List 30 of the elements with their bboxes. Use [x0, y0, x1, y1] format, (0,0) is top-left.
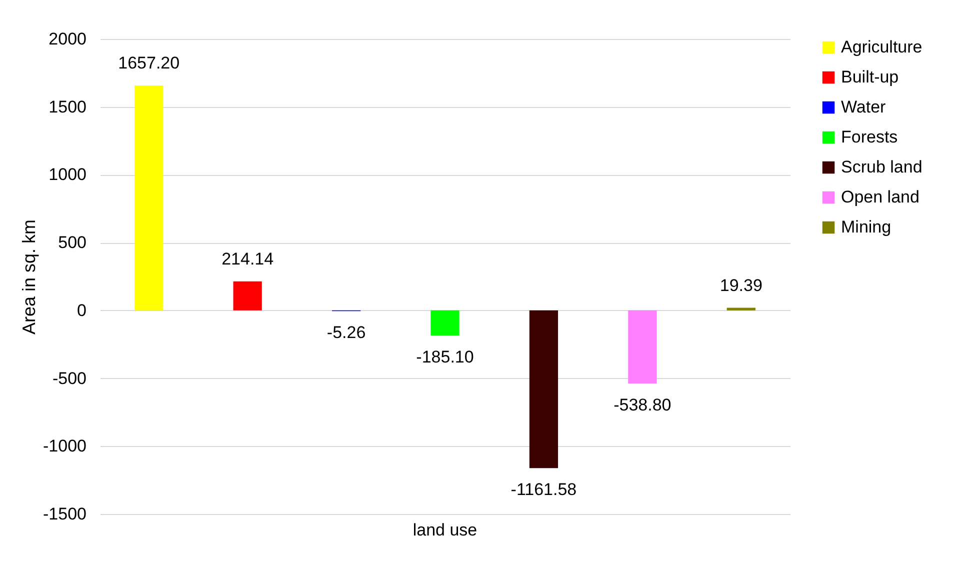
y-tick-label: 1000: [48, 165, 86, 184]
y-tick-label: -1000: [43, 436, 86, 456]
data-label: -1161.58: [510, 480, 577, 500]
bar: [430, 310, 460, 336]
legend-label: Agriculture: [841, 38, 922, 56]
legend-label: Scrub land: [841, 158, 922, 176]
data-label: -185.10: [416, 348, 474, 367]
legend-label: Open land: [841, 188, 920, 206]
bar: [726, 308, 756, 310]
y-axis-title: Area in sq. km: [19, 219, 40, 335]
y-tick-label: 500: [58, 233, 86, 252]
y-tick-label: 2000: [48, 30, 86, 48]
data-label: -538.80: [614, 396, 672, 415]
bar: [134, 86, 164, 310]
data-label: 214.14: [222, 249, 274, 268]
legend-label: Forests: [841, 128, 898, 146]
y-tick-label: 0: [77, 300, 86, 320]
bar: [628, 310, 657, 384]
bar: [233, 281, 262, 310]
y-tick-label: 1500: [48, 97, 86, 116]
legend-label: Built-up: [841, 68, 899, 86]
data-label: 1657.20: [118, 54, 180, 73]
data-label: -5.26: [326, 323, 366, 342]
x-tick-label: land use: [412, 520, 478, 540]
legend-label: Water: [841, 98, 886, 116]
y-tick-label: -500: [52, 368, 86, 388]
legend-label: Mining: [841, 218, 892, 236]
y-tick-label: -1500: [43, 504, 86, 524]
data-label: 19.39: [720, 276, 762, 295]
bar: [529, 310, 558, 468]
